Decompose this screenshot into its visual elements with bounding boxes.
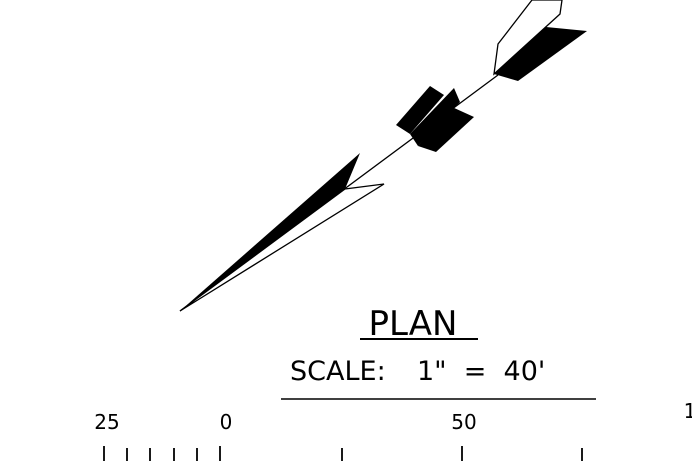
scale-bar: 25 0 50 1 <box>94 399 692 461</box>
scale-ratio: 1" = 40' <box>417 356 545 387</box>
plan-title: PLAN <box>369 304 458 344</box>
north-arrow-tail-filled <box>494 27 587 81</box>
north-arrow-head-outline <box>179 183 385 312</box>
north-arrow-head-filled <box>180 153 360 311</box>
scale-bar-label-cutoff: 1 <box>684 399 692 423</box>
scale-bar-label-0: 0 <box>220 410 233 434</box>
scale-bar-label-50: 50 <box>451 410 476 434</box>
north-letter-icon <box>396 86 474 152</box>
scale-bar-label-25: 25 <box>94 410 119 434</box>
north-arrow-tail-outline <box>493 0 563 76</box>
scale-bar-ticks <box>103 446 583 461</box>
scale-label: SCALE: <box>290 356 386 387</box>
north-arrow <box>179 0 587 312</box>
